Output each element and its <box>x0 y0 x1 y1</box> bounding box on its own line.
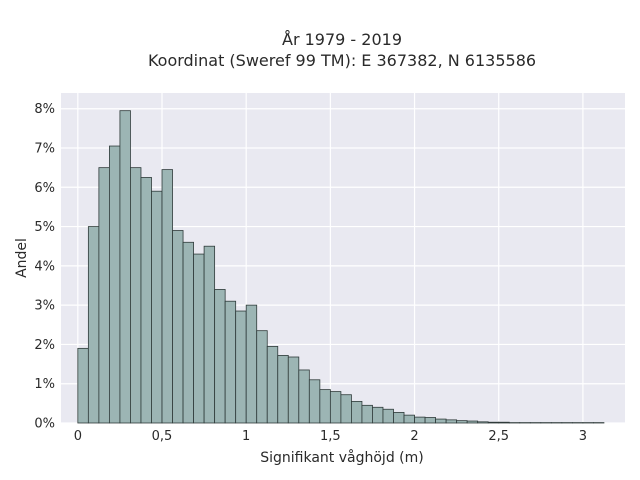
y-tick-label: 4% <box>34 259 55 274</box>
y-tick-label: 5% <box>34 220 55 235</box>
histogram-bar <box>319 389 331 424</box>
histogram-bar <box>298 369 310 424</box>
histogram-bar <box>329 391 342 424</box>
histogram-bar <box>193 253 205 424</box>
y-tick-label: 3% <box>34 299 55 314</box>
histogram-bar <box>161 169 173 424</box>
y-ticks: 0% 1% 2% 3% 4% 5% 6% 7% 8% <box>34 102 55 431</box>
histogram-bar <box>77 347 89 424</box>
x-tick-label: 3 <box>579 429 587 444</box>
histogram-bar <box>203 245 216 424</box>
histogram-bar <box>466 420 479 424</box>
histogram-bar <box>351 400 363 424</box>
x-axis-label: Signifikant våghöjd (m) <box>260 449 423 466</box>
histogram-bar <box>214 289 226 424</box>
chart-title-line1: År 1979 - 2019 <box>282 30 402 49</box>
histogram-bar <box>182 241 194 424</box>
x-tick-label: 0 <box>74 429 82 444</box>
histogram-bar <box>361 404 373 424</box>
histogram-bar <box>403 414 415 424</box>
histogram-bar <box>235 310 247 424</box>
y-tick-label: 6% <box>34 181 55 196</box>
histogram-bar <box>340 394 352 424</box>
histogram-bar <box>435 418 447 424</box>
y-tick-label: 1% <box>34 377 55 392</box>
histogram-bar <box>266 345 279 424</box>
x-tick-label: 1 <box>242 429 250 444</box>
histogram-bar <box>224 300 237 424</box>
histogram-bar <box>287 356 300 424</box>
x-tick-label: 0,5 <box>152 429 173 444</box>
histogram-bar <box>424 417 436 424</box>
histogram-bar <box>119 110 131 424</box>
histogram-bar <box>256 330 268 424</box>
y-tick-label: 0% <box>34 417 55 432</box>
histogram-bar <box>393 411 405 424</box>
x-tick-label: 2,5 <box>488 429 509 444</box>
histogram-bar <box>498 421 510 424</box>
histogram-bar <box>109 145 121 424</box>
histogram-bar <box>277 355 289 424</box>
histogram-bar <box>456 420 468 424</box>
bars <box>77 110 605 424</box>
histogram-bar <box>245 304 258 424</box>
y-tick-label: 7% <box>34 142 55 157</box>
histogram-bar <box>372 406 384 424</box>
histogram-bar <box>477 421 489 424</box>
histogram-bar <box>87 226 100 424</box>
histogram-bar <box>308 379 321 424</box>
histogram-bar <box>382 408 394 424</box>
histogram-bar <box>98 167 110 424</box>
y-axis-label: Andel <box>14 238 30 278</box>
histogram-bar <box>172 230 184 424</box>
x-ticks: 0 0,5 1 1,5 2 2,5 3 <box>74 429 587 444</box>
x-tick-label: 1,5 <box>320 429 341 444</box>
chart-title-line2: Koordinat (Sweref 99 TM): E 367382, N 61… <box>148 51 536 70</box>
histogram-bar <box>487 421 500 424</box>
histogram-bar <box>414 416 426 424</box>
histogram-bar <box>140 177 152 424</box>
x-tick-label: 2 <box>410 429 418 444</box>
y-tick-label: 8% <box>34 102 55 117</box>
histogram-bar <box>130 167 142 424</box>
histogram-bar <box>445 419 458 424</box>
histogram-bar <box>151 190 163 424</box>
y-tick-label: 2% <box>34 338 55 353</box>
